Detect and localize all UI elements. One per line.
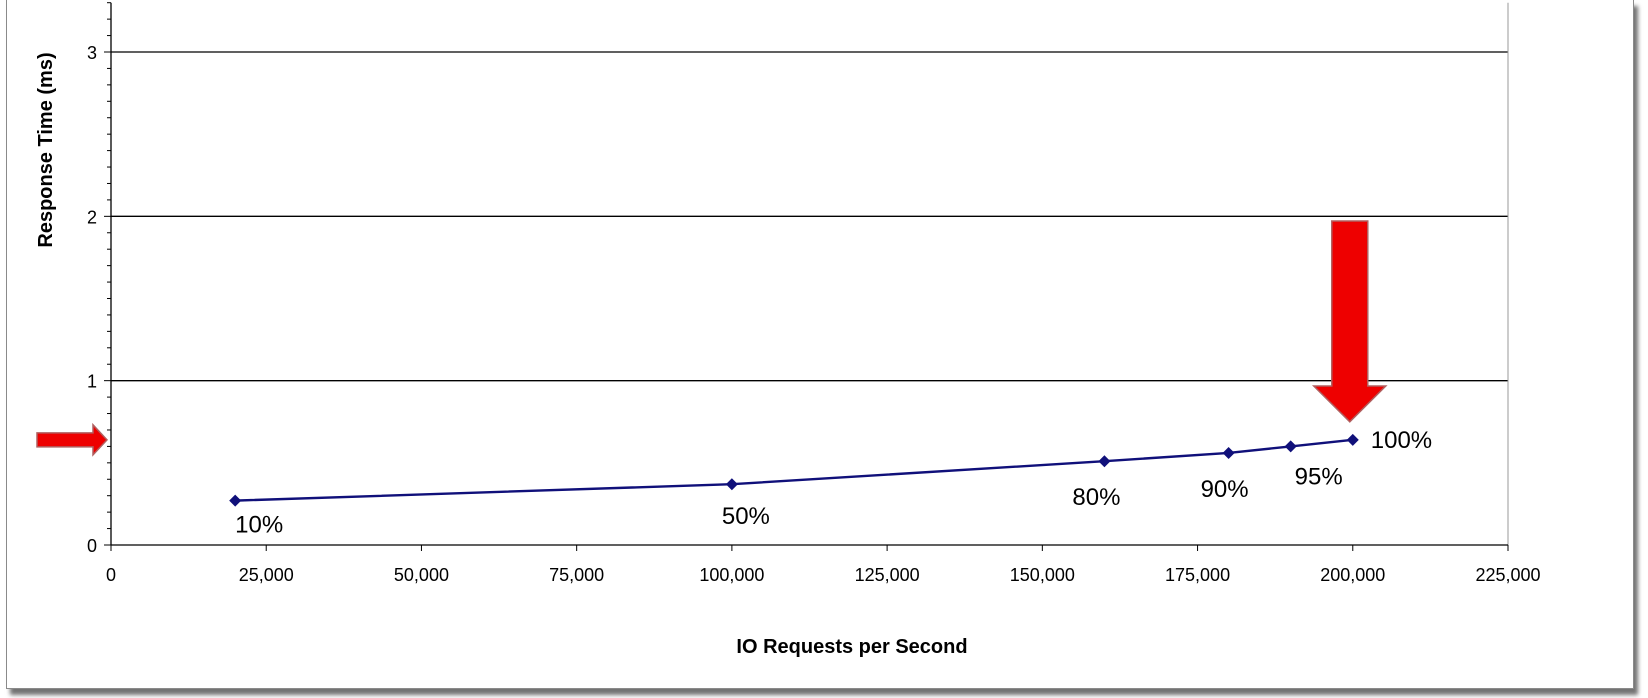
- x-tick-label-125000: 125,000: [855, 565, 920, 585]
- x-tick-label-200000: 200,000: [1320, 565, 1385, 585]
- x-tick-label-0: 0: [106, 565, 116, 585]
- point-label-90%: 90%: [1201, 476, 1249, 503]
- gridlines: [111, 51, 1508, 382]
- point-label-100%: 100%: [1371, 427, 1432, 454]
- point-label-95%: 95%: [1295, 463, 1343, 490]
- tick-labels: 0 1 2 3 0 25,000 50,000 75,000 100,000 125,000 150…: [87, 43, 1541, 585]
- data-point-50%: [725, 478, 738, 491]
- x-tick-label-50000: 50,000: [394, 565, 449, 585]
- data-point-10%: [229, 494, 242, 507]
- axes: [104, 2, 1509, 551]
- x-tick-label-25000: 25,000: [239, 565, 294, 585]
- x-tick-label-75000: 75,000: [549, 565, 604, 585]
- x-tick-label-150000: 150,000: [1010, 565, 1075, 585]
- data-point-100%: [1346, 433, 1359, 446]
- series-line: [235, 438, 1353, 502]
- y-axis-title: Response Time (ms): [35, 52, 57, 247]
- x-tick-label-175000: 175,000: [1165, 565, 1230, 585]
- point-label-50%: 50%: [722, 503, 770, 530]
- x-tick-label-100000: 100,000: [699, 565, 764, 585]
- data-point-90%: [1222, 446, 1235, 459]
- y-tick-label-0: 0: [87, 536, 97, 556]
- y-tick-label-1: 1: [87, 372, 97, 392]
- point-label-80%: 80%: [1072, 484, 1120, 511]
- y-tick-label-3: 3: [87, 43, 97, 63]
- data-point-80%: [1098, 455, 1111, 468]
- point-labels: 10% 50% 80% 90% 95% 100%: [235, 427, 1432, 539]
- arrow-right-icon: [36, 422, 109, 457]
- data-point-95%: [1284, 440, 1297, 453]
- annotation-arrows: [36, 220, 1388, 457]
- x-axis-title: IO Requests per Second: [736, 636, 967, 658]
- y-tick-label-2: 2: [87, 207, 97, 227]
- x-tick-label-225000: 225,000: [1475, 565, 1540, 585]
- point-label-10%: 10%: [235, 512, 283, 539]
- arrow-down-icon: [1311, 220, 1388, 423]
- series-layer: [229, 433, 1359, 507]
